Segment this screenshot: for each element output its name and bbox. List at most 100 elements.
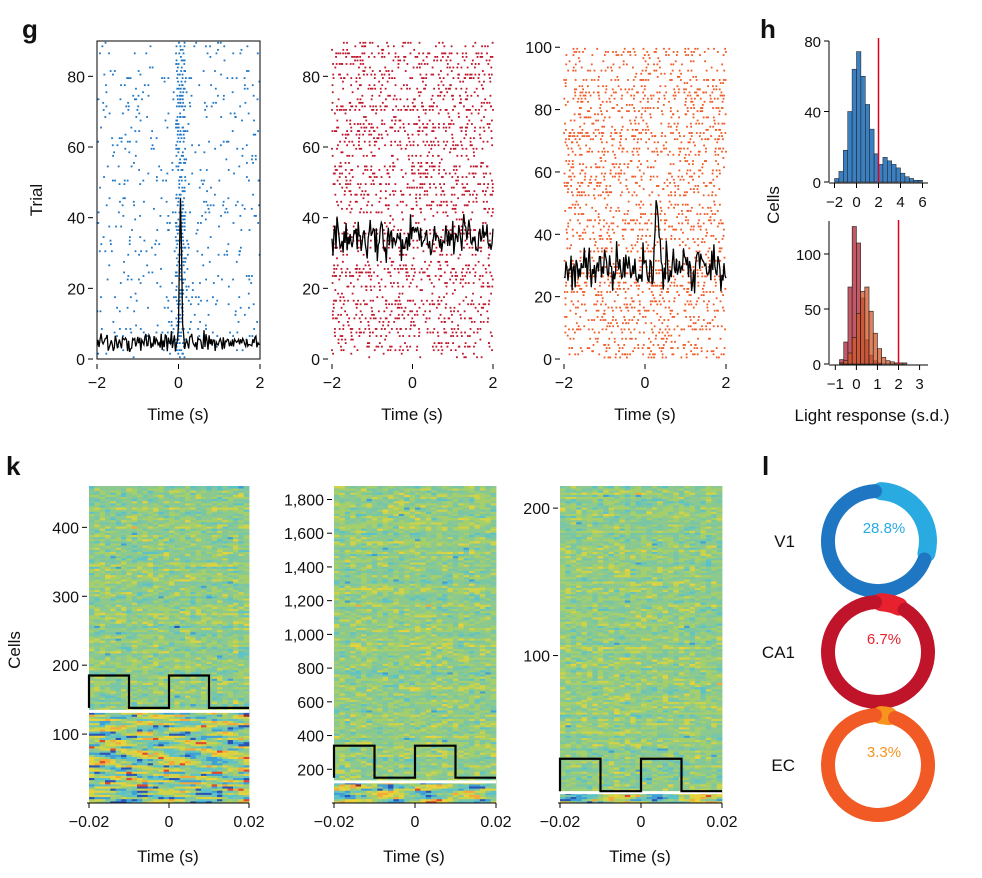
spike-dot: [476, 56, 479, 58]
spike-dot: [577, 278, 579, 281]
spike-dot: [582, 272, 585, 275]
spike-dot: [690, 107, 693, 109]
spike-dot: [423, 183, 426, 185]
spike-dot: [690, 344, 693, 346]
spike-dot: [674, 203, 677, 206]
spike-dot: [191, 172, 194, 175]
spike-dot: [210, 84, 212, 87]
spike-dot: [656, 284, 659, 287]
spike-dot: [693, 107, 696, 109]
y-tick-label: 0: [813, 357, 821, 374]
spike-dot: [648, 194, 651, 197]
heatmap-cell: [190, 767, 197, 770]
heatmap-cell: [201, 788, 207, 791]
spike-dot: [331, 91, 334, 94]
spike-dot: [474, 253, 477, 256]
spike-dot: [713, 97, 716, 100]
spike-dot: [179, 130, 182, 132]
spike-dot: [718, 275, 721, 278]
spike-dot: [380, 260, 382, 263]
spike-dot: [474, 126, 476, 129]
spike-dot: [658, 300, 661, 303]
heatmap-cell: [147, 781, 154, 785]
spike-dot: [393, 94, 396, 97]
spike-dot: [444, 144, 447, 147]
heatmap-cell: [201, 773, 207, 776]
spike-dot: [451, 137, 454, 140]
heatmap-cell: [190, 771, 197, 774]
x-tick-label: −2: [88, 375, 106, 392]
spike-dot: [104, 116, 107, 118]
spike-dot: [450, 310, 452, 313]
heatmap-cell: [179, 775, 186, 779]
heatmap-cell: [179, 781, 186, 785]
x-tick-label: 0: [852, 194, 860, 211]
spike-dot: [565, 144, 568, 147]
spike-dot: [621, 125, 624, 128]
spike-dot: [566, 181, 568, 184]
spike-dot: [618, 284, 620, 287]
spike-dot: [620, 169, 623, 172]
spike-dot: [668, 225, 671, 228]
spike-dot: [712, 116, 715, 119]
spike-dot: [568, 206, 571, 209]
spike-dot: [696, 213, 699, 215]
heatmap-cell: [147, 790, 154, 793]
spike-dot: [674, 278, 677, 281]
spike-dot: [441, 190, 444, 193]
spike-dot: [175, 296, 177, 299]
spike-dot: [449, 123, 452, 125]
heatmap-cell: [179, 790, 186, 793]
spike-dot: [223, 45, 226, 48]
spike-dot: [357, 87, 359, 90]
spike-dot: [420, 172, 422, 175]
spike-dot: [442, 140, 445, 143]
spike-dot: [620, 172, 622, 175]
spike-dot: [616, 266, 618, 268]
spike-dot: [163, 77, 166, 79]
spike-dot: [670, 79, 673, 81]
spike-dot: [591, 328, 594, 331]
spike-dot: [656, 153, 659, 156]
spike-dot: [608, 272, 611, 275]
spike-dot: [424, 84, 427, 87]
spike-dot: [182, 59, 185, 62]
heatmap-cell: [206, 767, 213, 770]
heatmap-cell: [158, 756, 165, 760]
spike-dot: [340, 77, 343, 79]
spike-dot: [360, 193, 363, 196]
spike-dot: [175, 229, 178, 231]
spike-dot: [175, 324, 178, 327]
spike-dot: [411, 278, 414, 281]
spike-dot: [397, 331, 399, 334]
spike-dot: [389, 222, 391, 224]
spike-dot: [652, 107, 655, 109]
spike-dot: [444, 282, 447, 284]
spike-dot: [448, 172, 451, 175]
heatmap-cell: [211, 788, 218, 791]
heatmap-cell: [94, 788, 101, 791]
spike-dot: [626, 353, 629, 356]
spike-dot: [250, 158, 253, 161]
spike-dot: [623, 316, 626, 318]
spike-dot: [660, 291, 663, 293]
spike-dot: [455, 331, 458, 334]
spike-dot: [488, 123, 491, 125]
spike-dot: [617, 325, 619, 328]
spike-dot: [636, 150, 639, 153]
y-tick-label: 20: [534, 290, 552, 307]
spike-dot: [668, 100, 670, 103]
heatmap-cell: [105, 756, 111, 760]
spike-dot: [413, 313, 416, 316]
spike-dot: [356, 303, 359, 306]
spike-dot: [491, 144, 494, 147]
spike-dot: [594, 219, 596, 222]
spike-dot: [109, 70, 112, 72]
spike-dot: [376, 275, 379, 277]
spike-dot: [432, 169, 435, 171]
spike-dot: [386, 172, 389, 175]
spike-dot: [632, 147, 635, 150]
heatmap-cell: [238, 773, 245, 776]
spike-dot: [664, 334, 666, 337]
